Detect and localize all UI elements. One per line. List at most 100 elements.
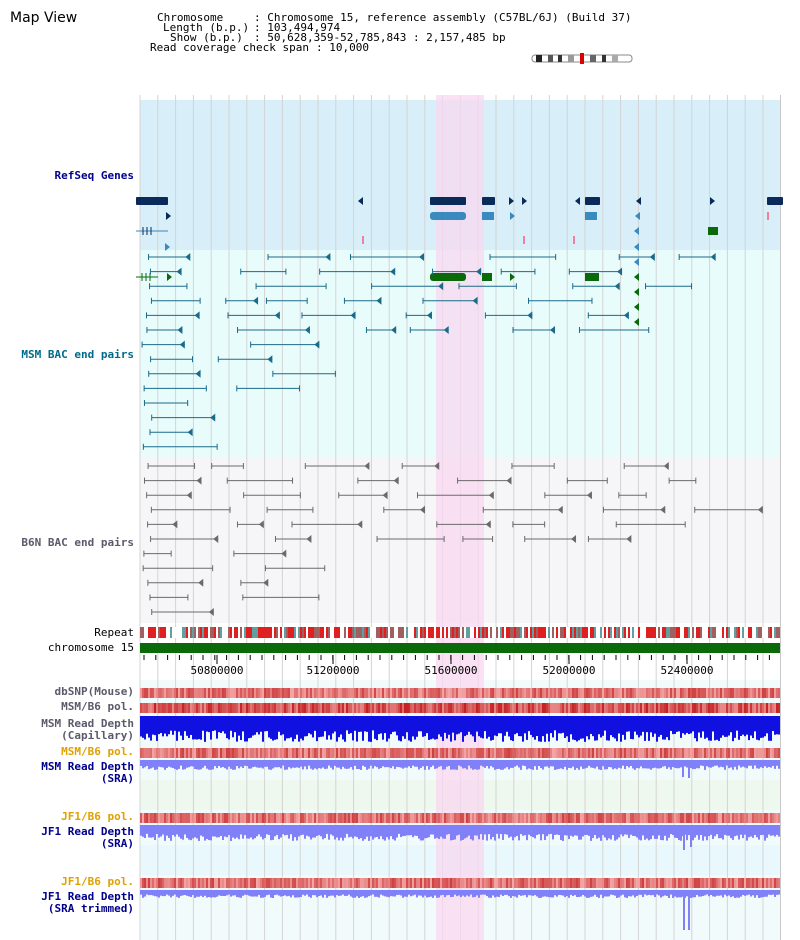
msm-b6-pol-cell [628, 703, 630, 713]
dbsnp-cell [322, 688, 324, 698]
dbsnp-cell [228, 688, 230, 698]
jf1-b6-pol-cell [694, 813, 696, 823]
msm-b6-pol-cell [732, 703, 734, 713]
msm-b6-pol-2-cell [574, 748, 576, 758]
msm-depth-cap-bar [272, 716, 274, 741]
jf1-depth-trim-bar [374, 890, 376, 897]
msm-depth-sra-bar [190, 760, 192, 767]
jf1-depth-trim-bar [644, 890, 646, 895]
chromosome-ideogram[interactable] [528, 52, 636, 66]
dbsnp-cell [254, 688, 256, 698]
msm-depth-cap-bar [382, 716, 384, 740]
msm-bac-end-arrow [194, 311, 200, 320]
jf1-b6-pol-2-cell [170, 878, 172, 888]
dbsnp-cell [490, 688, 492, 698]
jf1-depth-sra-bar [230, 825, 232, 841]
jf1-depth-sra-bar [744, 825, 746, 835]
msm-depth-sra-bar [628, 760, 630, 768]
msm-depth-cap-bar [696, 716, 698, 742]
msm-depth-cap-bar [222, 716, 224, 732]
msm-depth-sra-bar [626, 760, 628, 767]
track-label-b6n-bac[interactable]: B6N BAC end pairs [21, 536, 134, 549]
msm-depth-cap-bar [530, 716, 532, 735]
dbsnp-cell [224, 688, 226, 698]
jf1-b6-pol-cell [602, 813, 604, 823]
repeat-segment [584, 627, 586, 638]
jf1-b6-pol-cell [208, 813, 210, 823]
jf1-depth-sra-bar [472, 825, 474, 841]
jf1-b6-pol-cell [690, 813, 692, 823]
jf1-depth-trim-bar [674, 890, 676, 897]
jf1-b6-pol-2-cell [674, 878, 676, 888]
jf1-b6-pol-2-cell [660, 878, 662, 888]
msm-depth-cap-bar [224, 716, 226, 734]
track-label-msm-bac[interactable]: MSM BAC end pairs [21, 348, 134, 361]
msm-depth-cap-bar [356, 716, 358, 742]
jf1-depth-sra-bar [470, 825, 472, 840]
msm-b6-pol-2-cell [296, 748, 298, 758]
b6n-bac-end-arrow [208, 608, 214, 616]
jf1-depth-trim-bar [364, 890, 366, 898]
dbsnp-cell [582, 688, 584, 698]
track-label-refseq[interactable]: RefSeq Genes [54, 169, 134, 182]
jf1-b6-pol-cell [720, 813, 722, 823]
msm-b6-pol-2-cell [230, 748, 232, 758]
repeat-segment [266, 627, 268, 638]
jf1-depth-trim-bar [504, 890, 506, 895]
msm-b6-pol-2-cell [680, 748, 682, 758]
msm-depth-sra-bar [404, 760, 406, 768]
jf1-b6-pol-2-cell [464, 878, 466, 888]
msm-b6-pol-cell [556, 703, 558, 713]
msm-b6-pol-cell [172, 703, 174, 713]
msm-depth-sra-bar [642, 760, 644, 769]
jf1-b6-pol-cell [468, 813, 470, 823]
jf1-b6-pol-2-cell [282, 878, 284, 888]
jf1-b6-pol-cell [528, 813, 530, 823]
jf1-b6-pol-cell [502, 813, 504, 823]
msm-b6-pol-2-cell [664, 748, 666, 758]
repeat-segment [726, 627, 728, 638]
msm-depth-cap-bar [720, 716, 722, 738]
jf1-depth-trim-bar [584, 890, 586, 897]
jf1-b6-pol-2-cell [702, 878, 704, 888]
msm-depth-sra-bar [490, 760, 492, 767]
msm-depth-sra-bar [226, 760, 228, 770]
jf1-depth-sra-bar [148, 825, 150, 838]
jf1-b6-pol-2-cell [618, 878, 620, 888]
jf1-depth-sra-bar [678, 825, 680, 841]
jf1-b6-pol-2-cell [562, 878, 564, 888]
msm-depth-sra-bar [366, 760, 368, 770]
length-label: Length (b.p.) [163, 21, 250, 34]
jf1-b6-pol-cell [462, 813, 464, 823]
msm-b6-pol-2-cell [348, 748, 350, 758]
jf1-depth-trim-bar [342, 890, 344, 895]
msm-b6-pol-2-cell [536, 748, 538, 758]
msm-b6-pol-cell [186, 703, 188, 713]
jf1-b6-pol-cell [674, 813, 676, 823]
repeat-segment [328, 627, 330, 638]
dbsnp-cell [432, 688, 434, 698]
read-coverage-value: : 10,000 [316, 41, 369, 54]
genome-tracks[interactable]: 50800000 51200000 51600000 52000000 52400000 [0, 95, 800, 940]
jf1-depth-trim-bar [328, 890, 330, 897]
msm-depth-sra-bar [290, 760, 292, 769]
jf1-depth-sra-bar [434, 825, 436, 839]
jf1-b6-pol-2-cell [516, 878, 518, 888]
msm-b6-pol-cell [330, 703, 332, 713]
jf1-b6-pol-2-cell [362, 878, 364, 888]
repeat-segment [760, 627, 762, 638]
msm-bac-end-arrow [623, 311, 629, 320]
jf1-b6-pol-cell [566, 813, 568, 823]
msm-depth-sra-bar [200, 760, 202, 770]
jf1-depth-trim-bar [776, 890, 778, 895]
jf1-b6-pol-cell [668, 813, 670, 823]
msm-bac-end-arrow [267, 355, 273, 364]
msm-b6-pol-cell [568, 703, 570, 713]
dbsnp-cell [770, 688, 772, 698]
msm-b6-pol-cell [544, 703, 546, 713]
msm-depth-sra-bar [382, 760, 384, 767]
repeat-segment [714, 627, 716, 638]
jf1-b6-pol-2-cell [586, 878, 588, 888]
msm-b6-pol-2-cell [666, 748, 668, 758]
dbsnp-cell [544, 688, 546, 698]
